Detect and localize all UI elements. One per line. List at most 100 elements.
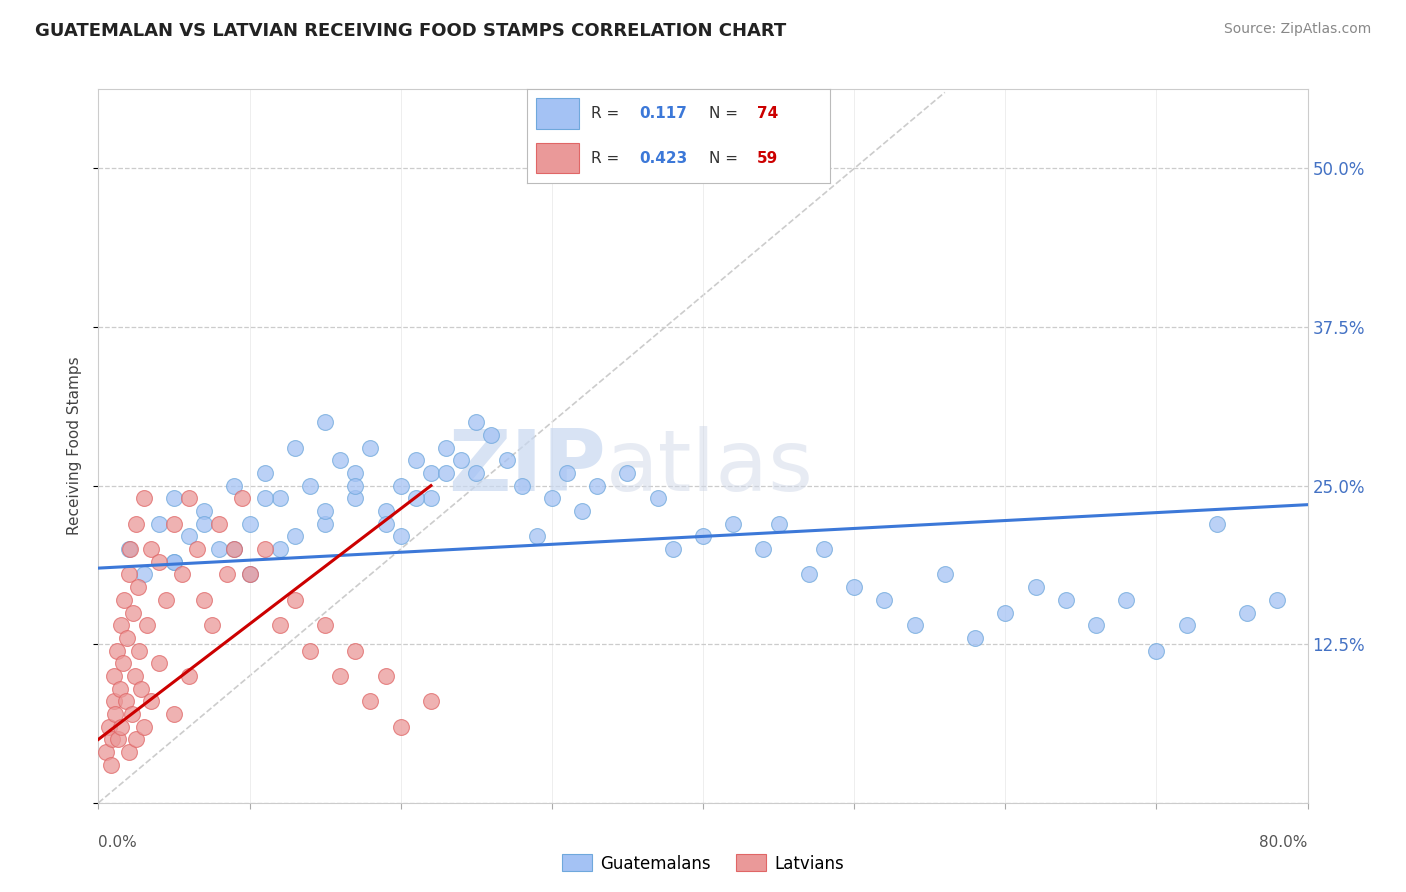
Text: 80.0%: 80.0% xyxy=(1260,835,1308,850)
Point xyxy=(813,542,835,557)
Text: R =: R = xyxy=(591,105,624,120)
Text: R =: R = xyxy=(591,151,624,166)
Point xyxy=(148,555,170,569)
Point xyxy=(344,643,367,657)
Point xyxy=(555,466,578,480)
Point xyxy=(965,631,987,645)
Point xyxy=(193,516,215,531)
Point xyxy=(179,491,201,506)
Point xyxy=(329,669,352,683)
Point xyxy=(125,516,148,531)
Point xyxy=(1085,618,1108,632)
Point xyxy=(193,504,215,518)
Point xyxy=(129,681,152,696)
Point xyxy=(586,478,609,492)
Bar xyxy=(536,143,579,173)
Text: 0.423: 0.423 xyxy=(640,151,688,166)
Point xyxy=(269,542,291,557)
Point xyxy=(118,745,141,759)
Point xyxy=(844,580,866,594)
Text: 59: 59 xyxy=(756,151,779,166)
Point xyxy=(1054,592,1077,607)
Point xyxy=(115,631,138,645)
Point xyxy=(128,643,150,657)
Point xyxy=(389,529,412,543)
Text: 74: 74 xyxy=(756,105,779,120)
Point xyxy=(132,491,155,506)
Point xyxy=(170,567,193,582)
Point xyxy=(360,441,382,455)
Point xyxy=(450,453,472,467)
Point xyxy=(526,529,548,543)
Point xyxy=(103,669,125,683)
Point xyxy=(239,516,262,531)
Point xyxy=(141,694,163,708)
Point xyxy=(108,681,131,696)
Point xyxy=(374,504,396,518)
Point xyxy=(299,643,322,657)
Point xyxy=(105,643,128,657)
Point xyxy=(405,453,427,467)
Point xyxy=(110,618,132,632)
Point xyxy=(186,542,208,557)
Point xyxy=(1146,643,1168,657)
Point xyxy=(465,415,488,429)
Point xyxy=(208,516,231,531)
Point xyxy=(94,745,117,759)
Point xyxy=(224,542,246,557)
Point xyxy=(571,504,593,518)
Point xyxy=(1175,618,1198,632)
Point xyxy=(284,592,307,607)
Point xyxy=(110,720,132,734)
Point xyxy=(269,491,291,506)
Point xyxy=(374,516,396,531)
Point xyxy=(420,491,443,506)
Point xyxy=(1267,592,1289,607)
Point xyxy=(420,694,443,708)
Point xyxy=(647,491,669,506)
Point xyxy=(125,732,148,747)
Point xyxy=(420,466,443,480)
Point xyxy=(163,706,186,721)
Point xyxy=(163,491,186,506)
Point xyxy=(101,732,124,747)
Point xyxy=(481,428,503,442)
Point xyxy=(904,618,927,632)
Point xyxy=(510,478,533,492)
Point xyxy=(107,732,129,747)
Point xyxy=(389,478,412,492)
Point xyxy=(253,466,276,480)
Point xyxy=(752,542,775,557)
Point xyxy=(374,669,396,683)
Point xyxy=(1206,516,1229,531)
Point xyxy=(434,466,457,480)
Point xyxy=(112,592,135,607)
Point xyxy=(224,542,246,557)
Point xyxy=(148,657,170,671)
Point xyxy=(873,592,896,607)
Point xyxy=(344,491,367,506)
Point xyxy=(1236,606,1258,620)
Point xyxy=(104,706,127,721)
Text: ZIP: ZIP xyxy=(449,425,606,509)
Point xyxy=(768,516,790,531)
Point xyxy=(100,757,122,772)
Point xyxy=(215,567,238,582)
Point xyxy=(253,491,276,506)
Point xyxy=(495,453,517,467)
Point xyxy=(1024,580,1046,594)
Point xyxy=(253,542,276,557)
Point xyxy=(329,453,352,467)
Point xyxy=(120,542,142,557)
Point xyxy=(314,516,336,531)
Point xyxy=(193,592,215,607)
Bar xyxy=(536,97,579,128)
Point xyxy=(163,555,186,569)
Point xyxy=(1115,592,1137,607)
Point xyxy=(284,441,307,455)
Y-axis label: Receiving Food Stamps: Receiving Food Stamps xyxy=(67,357,83,535)
Point xyxy=(231,491,253,506)
Point xyxy=(299,478,322,492)
Point xyxy=(692,529,714,543)
Text: N =: N = xyxy=(709,151,742,166)
